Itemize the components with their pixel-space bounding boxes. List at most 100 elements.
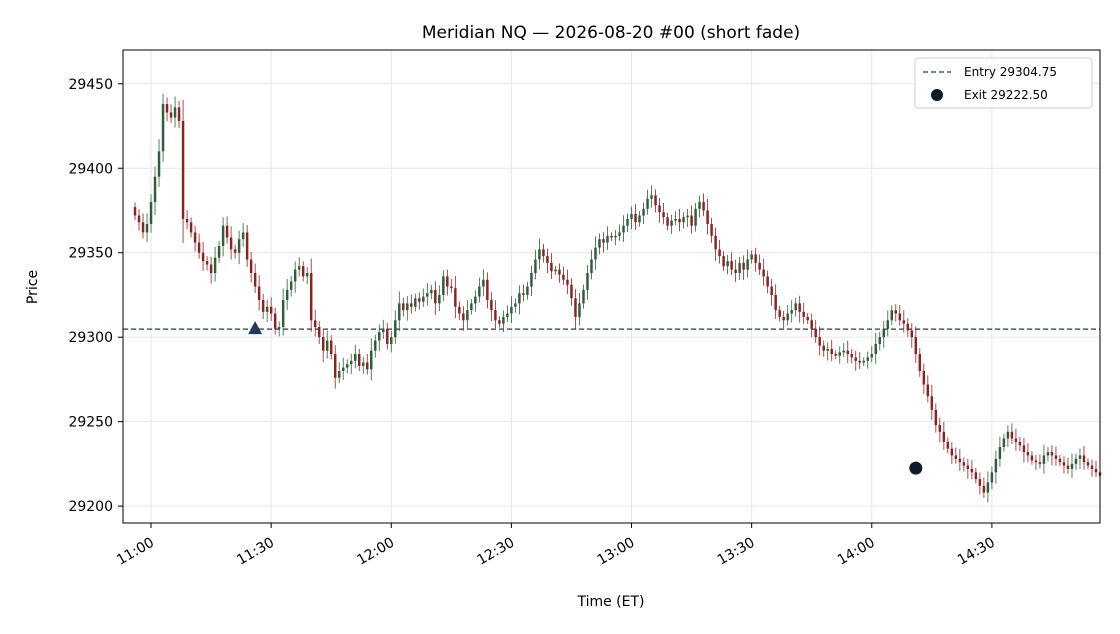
candle-body (313, 320, 317, 328)
candle-body (1058, 458, 1062, 463)
candle-body (858, 360, 861, 363)
candle-body (189, 222, 193, 233)
candle-body (530, 272, 533, 287)
candle-body (205, 261, 209, 265)
candle-body (938, 425, 942, 432)
candle-body (550, 262, 553, 272)
legend-exit-label: Exit 29222.50 (964, 88, 1048, 102)
candle-body (874, 343, 878, 355)
candle-body (726, 261, 729, 267)
candle-body (293, 269, 297, 282)
candle-body (578, 303, 581, 317)
markers-layer (248, 321, 923, 475)
candle-body (510, 306, 513, 314)
candle-body (169, 112, 173, 118)
candle-body (442, 276, 445, 295)
candle-body (682, 217, 685, 223)
candle-body (782, 316, 785, 321)
candle-body (414, 298, 417, 307)
candle-body (534, 259, 537, 273)
candle-body (806, 316, 809, 321)
candle-body (822, 345, 825, 351)
candle-body (538, 249, 541, 260)
candle-body (894, 310, 898, 314)
candle-body (161, 104, 165, 152)
candle-body (742, 262, 745, 270)
candle-body (694, 208, 697, 226)
candle-body (149, 202, 153, 224)
candle-body (582, 289, 585, 304)
candle-body (738, 262, 741, 273)
candle-body (418, 298, 421, 302)
candle-body (770, 286, 773, 295)
candle-body (634, 213, 637, 223)
candle-body (702, 202, 705, 211)
candle-body (1074, 458, 1078, 464)
candle-body (954, 455, 958, 459)
candle-body (486, 279, 489, 301)
candle-body (614, 235, 617, 238)
candle-body (662, 212, 665, 218)
candle-body (970, 468, 974, 473)
candle-body (1062, 462, 1066, 466)
candle-body (810, 320, 813, 329)
candle-body (890, 310, 894, 321)
candle-body (382, 328, 385, 333)
candle-body (842, 350, 845, 353)
chart-title: Meridian NQ — 2026-08-20 #00 (short fade… (422, 23, 800, 43)
candle-body (818, 337, 821, 346)
legend-box (914, 57, 1093, 109)
y-tick-label: 29400 (68, 161, 113, 177)
candle-body (902, 320, 906, 324)
candle-body (718, 249, 721, 257)
candle-body (846, 350, 849, 355)
candle-body (1090, 465, 1094, 469)
candle-body (1038, 462, 1042, 464)
candle-body (882, 328, 886, 338)
candle-body (982, 485, 986, 493)
y-tick-label: 29450 (68, 77, 113, 93)
candle-body (654, 195, 657, 206)
candle-body (177, 107, 181, 121)
candle-body (225, 225, 229, 238)
candle-body (650, 195, 653, 199)
candle-body (698, 202, 701, 209)
candle-body (458, 306, 461, 314)
candle-body (506, 313, 509, 317)
candle-body (197, 242, 201, 253)
candle-body (722, 256, 725, 267)
candle-body (870, 354, 874, 358)
candle-body (526, 286, 529, 295)
candle-body (1014, 438, 1018, 442)
candle-body (201, 252, 205, 262)
candle-body (610, 235, 613, 238)
candle-body (898, 313, 902, 321)
candle-body (766, 276, 769, 287)
candle-body (245, 232, 249, 260)
candle-body (998, 446, 1002, 459)
candle-body (714, 235, 717, 250)
candle-body (514, 303, 517, 307)
candle-body (229, 237, 233, 250)
candle-body (502, 316, 505, 324)
candle-body (966, 465, 970, 469)
candle-body (426, 293, 429, 297)
candle-body (217, 245, 221, 258)
candle-body (642, 208, 645, 216)
candle-body (566, 279, 569, 285)
candle-body (402, 303, 405, 311)
candle-body (678, 218, 681, 223)
candle-body (438, 294, 441, 304)
candle-body (1018, 441, 1022, 446)
candle-body (734, 269, 737, 273)
candle-body (826, 349, 829, 351)
candle-body (257, 286, 261, 301)
y-tick-label: 29350 (68, 246, 113, 262)
candle-body (906, 323, 910, 331)
candle-body (638, 215, 641, 223)
candle-body (886, 320, 890, 329)
candle-body (754, 254, 757, 263)
candle-body (730, 261, 733, 270)
candle-body (181, 120, 185, 219)
candle-body (277, 327, 281, 329)
